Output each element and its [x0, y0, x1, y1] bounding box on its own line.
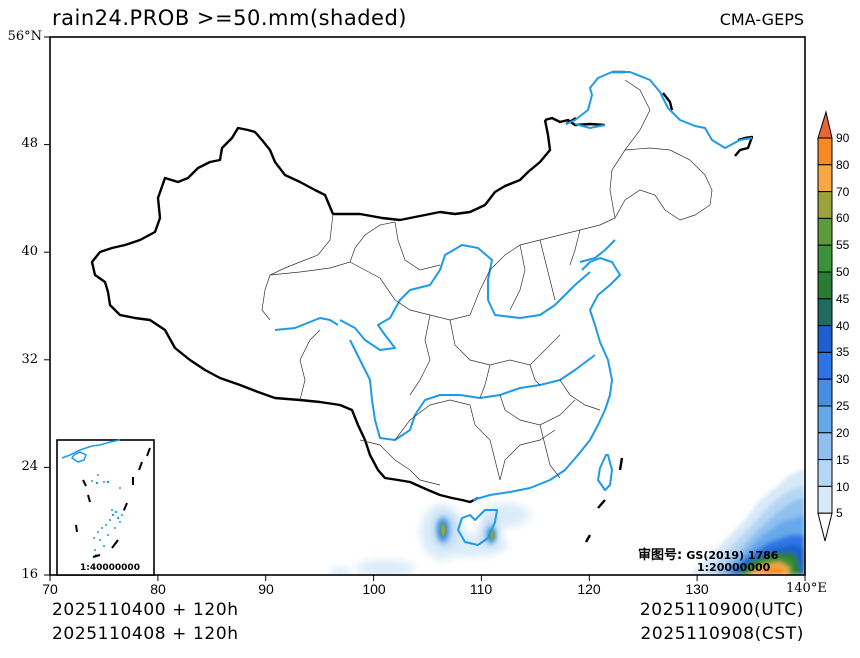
map-scale: 1:20000000 — [697, 561, 771, 574]
chart-title: rain24.PROB >=50.mm(shaded) — [52, 6, 407, 30]
valid-time-cst: 2025110908(CST) — [640, 624, 804, 644]
approval-code: GS(2019) 1786 — [686, 549, 779, 562]
lat-label-16: 16 — [21, 567, 38, 582]
colorbar-label-70: 70 — [836, 185, 850, 199]
colorbar-label-80: 80 — [836, 158, 850, 172]
colorbar-label-40: 40 — [836, 319, 850, 333]
lon-label-100: 100 — [362, 581, 386, 597]
lon-label-90: 90 — [258, 581, 274, 597]
init-time-cst: 2025110408 + 120h — [52, 624, 239, 644]
inset-scale: 1:40000000 — [80, 563, 140, 573]
lon-label-110: 110 — [469, 581, 493, 597]
colorbar-label-90: 90 — [836, 131, 850, 145]
lon-label-130: 130 — [685, 581, 709, 597]
colorbar-label-35: 35 — [836, 345, 850, 359]
colorbar-label-45: 45 — [836, 292, 850, 306]
lat-label-40: 40 — [21, 244, 38, 259]
maritime-boundary — [584, 457, 624, 543]
colorbar-label-25: 25 — [836, 399, 850, 413]
lat-label-56: 56°N — [7, 29, 42, 44]
colorbar-label-15: 15 — [836, 453, 850, 467]
valid-time-utc: 2025110900(UTC) — [639, 600, 804, 620]
lon-label-70: 70 — [42, 581, 58, 597]
lat-label-32: 32 — [21, 352, 38, 367]
colorbar-label-10: 10 — [836, 480, 850, 494]
colorbar-label-60: 60 — [836, 211, 850, 225]
colorbar-label-55: 55 — [836, 238, 850, 252]
lon-label-140: 140°E — [786, 581, 827, 596]
provincial-borders — [261, 79, 713, 486]
colorbar-label-5: 5 — [836, 506, 843, 520]
lon-label-120: 120 — [577, 581, 601, 597]
colorbar-label-20: 20 — [836, 426, 850, 440]
lat-label-48: 48 — [21, 136, 38, 151]
approval-annotation: 审图号: GS(2019) 1786 — [638, 544, 778, 563]
axis-ticks — [44, 36, 806, 581]
init-time-utc: 2025110400 + 120h — [52, 600, 239, 620]
colorbar — [817, 110, 833, 542]
colorbar-label-50: 50 — [836, 265, 850, 279]
lon-label-80: 80 — [150, 581, 166, 597]
model-name: CMA-GEPS — [719, 10, 804, 29]
rivers-coastline — [274, 71, 753, 546]
approval-label: 审图号: — [638, 548, 683, 563]
lat-label-24: 24 — [21, 459, 38, 474]
map-frame — [49, 36, 806, 576]
colorbar-label-30: 30 — [836, 372, 850, 386]
inset-map — [56, 439, 155, 576]
probability-shading — [330, 468, 805, 575]
